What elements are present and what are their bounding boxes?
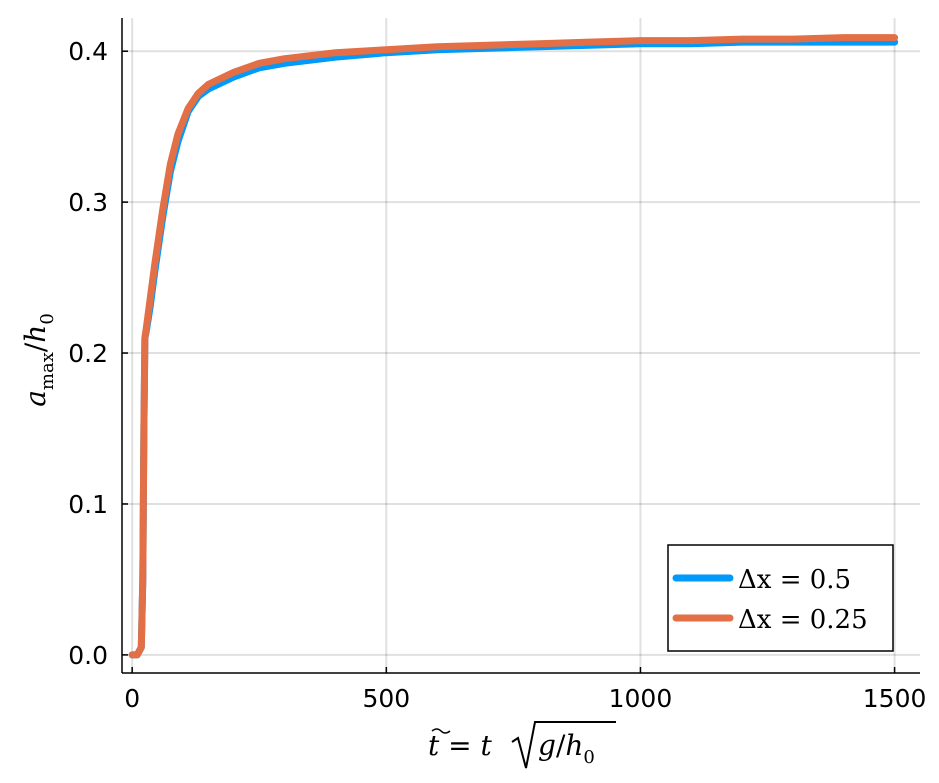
tick-labels: 0 500 1000 1500 0.0 0.1 0.2 0.3 0.4 bbox=[68, 37, 926, 713]
x-tick-label-1: 500 bbox=[362, 684, 410, 713]
y-tick-label-3: 0.3 bbox=[68, 188, 108, 217]
y-tick-label-2: 0.2 bbox=[68, 339, 108, 368]
x-tick-label-3: 1500 bbox=[863, 684, 927, 713]
x-tick-label-0: 0 bbox=[124, 684, 140, 713]
y-tick-label-0: 0.0 bbox=[68, 641, 108, 670]
legend-label-1: Δx = 0.25 bbox=[738, 605, 868, 635]
grid bbox=[122, 18, 920, 673]
y-tick-label-4: 0.4 bbox=[68, 37, 108, 66]
series-lines bbox=[128, 34, 899, 659]
x-axis-label: t = t g/h0 bbox=[428, 721, 616, 769]
legend-box bbox=[667, 544, 894, 652]
y-axis-label: amax/h0 bbox=[19, 313, 58, 407]
y-tick-label-1: 0.1 bbox=[68, 490, 108, 519]
legend-label-0: Δx = 0.5 bbox=[738, 565, 851, 595]
axes bbox=[121, 18, 920, 674]
x-tick-label-2: 1000 bbox=[609, 684, 673, 713]
series-line-1 bbox=[128, 34, 899, 659]
legend: Δx = 0.5 Δx = 0.25 bbox=[667, 544, 894, 652]
svg-text:g/h0: g/h0 bbox=[538, 729, 595, 768]
svg-text:t = t: t = t bbox=[428, 729, 493, 762]
